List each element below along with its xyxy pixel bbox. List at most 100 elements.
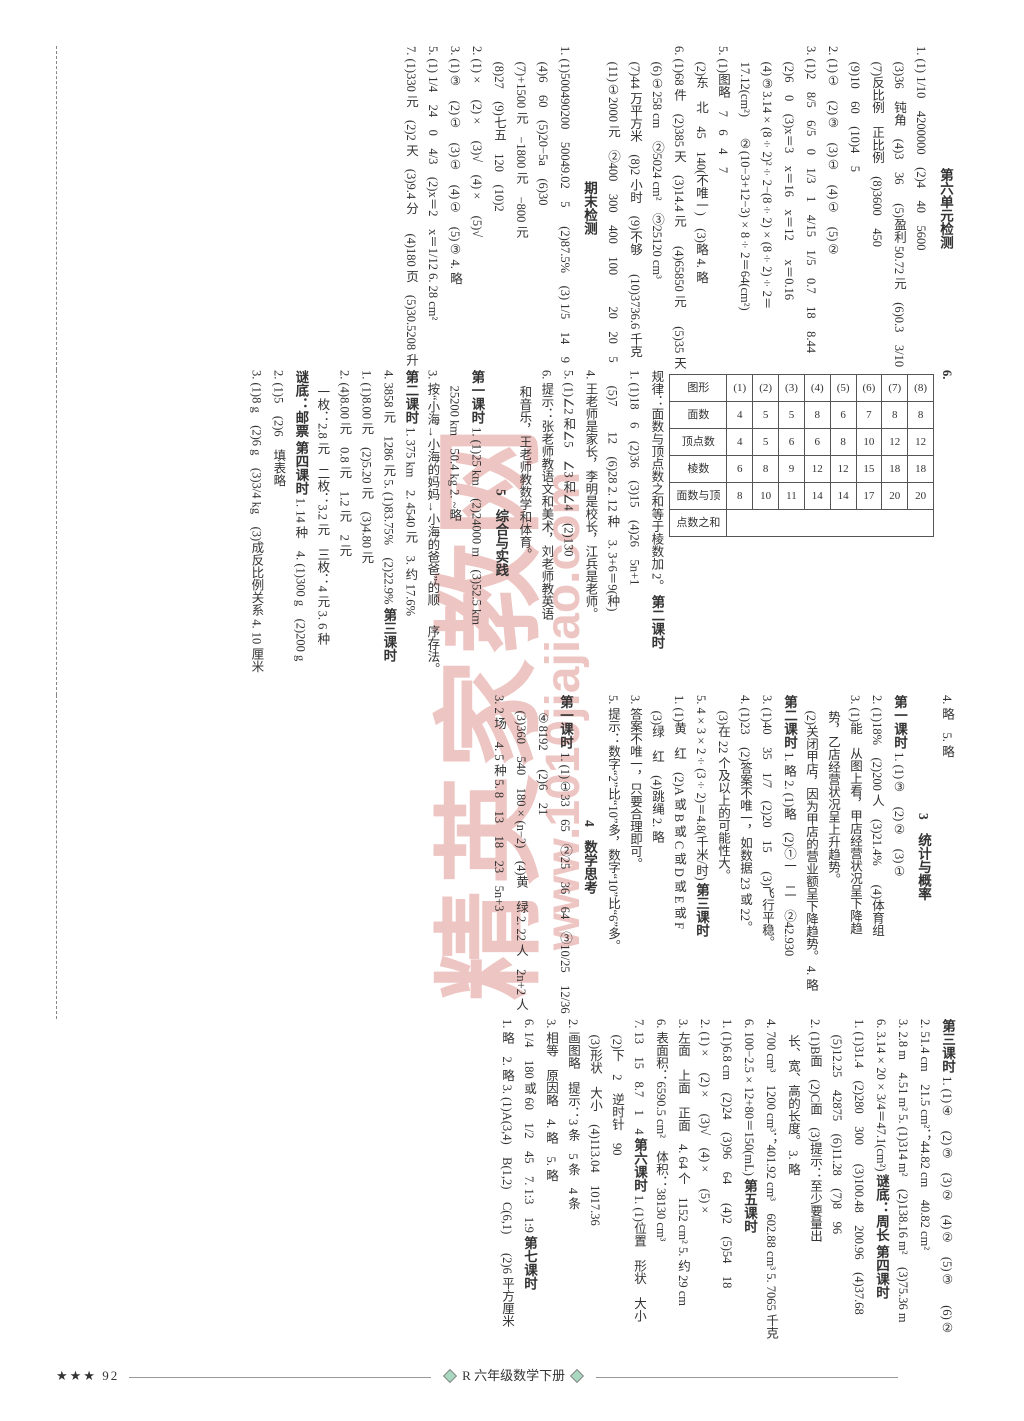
footer-rule-left xyxy=(129,1377,431,1378)
text-line: 1. (1) 1/10 4200000 (2)4 40 5600 xyxy=(914,46,928,251)
text-line: 6. 3.14×20×3/4＝47.1(cm²) xyxy=(874,1019,888,1172)
text-line: 2. (1)× (2)× (3)√ (4)× (5)× xyxy=(698,1019,712,1217)
page-content: 第六单元检测 1. (1) 1/10 4200000 (2)4 40 5600 … xyxy=(56,46,968,1343)
col3-heading-riddle: 谜底：邮票 xyxy=(293,370,308,438)
text-line: 17.12(cm²) xyxy=(738,46,752,117)
text-line: 3. (1)③ (2)① (3)① (4)① (5)③ xyxy=(448,46,462,256)
text-line: (8)27 (9)七五 120 (10)2 xyxy=(492,46,506,212)
table-cell: 18 xyxy=(908,456,934,483)
col2-heading-l1: 第一课时 xyxy=(892,695,907,749)
text-line: 2. 12 种 3. 3+6＝9(种) xyxy=(605,487,619,612)
table-cell: 12 xyxy=(908,429,934,456)
text-line: 3. 左面 上面 正面 4. 64 个 1152 cm² xyxy=(676,1019,690,1244)
text-line: 1. (1)位置 形状 大小 xyxy=(632,1195,646,1322)
table-cell: 6 xyxy=(830,402,856,429)
table-cell: 14 xyxy=(830,483,856,510)
table-cell: 8 xyxy=(830,429,856,456)
text-line: 7. (1)330 元 (2)2 天 (3)9.4 分 xyxy=(404,46,418,215)
column-4: 第六单元检测 1. (1) 1/10 4200000 (2)4 40 5600 … xyxy=(56,46,968,370)
text-line: 3. (1)2 8/5 6/5 0 1/3 1 4/15 1/5 0.7 18 … xyxy=(804,46,818,353)
text-line: 1. (1)18 6 (2)36 (3)15 (4)26 5n+1 xyxy=(627,370,641,585)
text-line: 2. (1)B面 (2)C面 (3)提示：至少要量出 xyxy=(808,1019,822,1242)
text-line: 25200 km 50.4 kg xyxy=(447,370,461,486)
text-line: x＝0.16 xyxy=(782,244,796,300)
table-header: (2) xyxy=(753,375,779,402)
table-cell: 12 xyxy=(830,456,856,483)
text-line: 1. 375 km 2. 4540 元 3. 约 17.6% xyxy=(403,427,417,616)
text-line: 2. 51.4 cm 21.5 cm²；44.82 cm 40.82 cm² xyxy=(918,1019,932,1250)
text-line: 1. (1)①33 65 ②25 36 64 ③10/25 12/36 xyxy=(558,752,572,1014)
text-line: 2. (1)18% (2)200 人 (3)21.4% xyxy=(870,695,884,866)
text-line: 3. 2 场 4. 5 种 xyxy=(492,695,506,776)
table-cell: 11 xyxy=(779,483,805,510)
table-cell: 12 xyxy=(804,456,830,483)
page-footer: ★★★ 92 R 六年级数学下册 xyxy=(56,1366,968,1387)
table-cell: 5 xyxy=(753,429,779,456)
text-line: (5)盈利 50.72 元 (6)0.3 3/10 xyxy=(892,188,906,368)
text-line: 5. 约 29 cm xyxy=(676,1247,690,1306)
text-line: 3. 6 种 xyxy=(315,611,329,645)
table-cell: 14 xyxy=(804,483,830,510)
text-line: (4)体育组 xyxy=(870,868,884,936)
col2-heading-sect4: 4 数学思考 xyxy=(578,695,600,1019)
text-line: 6. 100−2.5×12+80＝150(mL) xyxy=(742,1019,756,1176)
text-line: ④8192 xyxy=(536,695,550,751)
text-line: 5. (1)图略 7 6 4 7 xyxy=(716,46,730,173)
text-line: 7. 13 15 8.7 1 4 xyxy=(632,1019,646,1135)
table-cell: 17 xyxy=(856,483,882,510)
text-line: (3)形状 大小 (4)113.04 1017.36 xyxy=(588,1019,602,1226)
table-cell: 顶点数 xyxy=(670,429,727,456)
table-header: (5) xyxy=(830,375,856,402)
table-cell: 7 xyxy=(856,402,882,429)
col4-heading-final: 期末检测 xyxy=(578,46,600,370)
text-line: 1. (1)③ (2)② (3)① xyxy=(892,752,906,878)
col1-heading-l4: 第四课时 xyxy=(874,1245,889,1299)
text-line: 4. 略 5. 略 xyxy=(940,695,954,758)
text-line: 1. (1)6.8 cm (2)24 (3)96 64 xyxy=(720,1019,734,1184)
text-line: 3. (1)A(3,4) B(1,2) C(6,1) xyxy=(500,1084,514,1234)
col3-heading-l4: 第四课时 xyxy=(293,441,308,495)
col2-heading-l3: 第三课时 xyxy=(694,883,709,937)
text-line: 1. 略 xyxy=(782,752,796,777)
text-line: 5. (1)83.75% (2)22.9% xyxy=(381,480,395,605)
text-line: 4. 略 xyxy=(448,260,462,285)
text-line: (10)3736.6 千克 xyxy=(628,258,642,357)
text-line: (3)36 钝角 (4)3 36 xyxy=(892,46,906,185)
text-line: (5)35 天 xyxy=(672,311,686,369)
text-line: 5. 4×3×2÷(3÷2)＝4.8(千米/时) xyxy=(694,695,708,881)
text-line: 2. 22 人 2n+2 人 xyxy=(514,916,528,1011)
text-line: 6. 1/4 180 或 60 1/2 45 7. 1:3 1:9 xyxy=(522,1019,536,1233)
table-cell: 20 xyxy=(908,483,934,510)
text-line: (9)10 60 (10)4 5 xyxy=(848,46,862,172)
text-line: 规律：面数与顶点数之和等于棱数加 2。 xyxy=(649,370,663,592)
text-line: 4. 王老师是家长，李明是校长，江兵是老师。 xyxy=(583,370,597,620)
text-line: 5. (1)∠2 和∠5 ∠3 和∠4 (2)130 xyxy=(561,370,575,556)
columns: 第六单元检测 1. (1) 1/10 4200000 (2)4 40 5600 … xyxy=(56,46,968,1343)
diamond-icon xyxy=(443,1369,457,1383)
table-header: (6) xyxy=(856,375,882,402)
text-line: 3. 2.8 m 4.51 m² xyxy=(896,1019,910,1111)
table-cell: 5 xyxy=(779,402,805,429)
text-line: (3)飞行平稳。 xyxy=(760,855,774,948)
col3-heading-l1: 第一课时 xyxy=(469,370,484,424)
text-line: 2. (1)× (2)× (3)√ (4)× (5)√ xyxy=(470,46,484,237)
table-cell: 面数与顶 xyxy=(670,483,727,510)
text-line: (4)180 页 (5)30.5208 升 xyxy=(404,218,418,366)
text-line: (2)下 2 逆时针 90 xyxy=(610,1019,624,1155)
text-line: 2. (1)① (2)③ (3)① (4)① (5)② xyxy=(826,46,840,256)
text-line: 5. 7065 千克 xyxy=(764,1273,778,1339)
col3-heading-l2: 第二课时 xyxy=(403,370,418,424)
diamond-icon xyxy=(570,1369,584,1383)
text-line: (7)+1500 元 −1800 元 −800 元 xyxy=(514,46,528,238)
table-cell: 面数 xyxy=(670,402,727,429)
text-line: 1. (1)④ (2)③ (3)② (4)② (5)③ xyxy=(940,1076,954,1286)
table-cell: 18 xyxy=(882,456,908,483)
table-cell: 9 xyxy=(779,456,805,483)
col3-heading-lesson2: 第二课时 xyxy=(649,595,664,649)
text-line: (3)在 22 个及以上的可能性大。 xyxy=(716,695,730,881)
table-cell: 8 xyxy=(882,402,908,429)
text-line: 2. ~略 xyxy=(447,489,461,521)
text-line: 2. (1)5 (2)6 填表略 xyxy=(271,370,285,487)
text-line: 5. (1) 1/4 24 0 4/3 (2)x＝2 x＝1/12 xyxy=(426,46,440,270)
column-2: 4. 略 5. 略 3 统计与概率 第一课时 1. (1)③ (2)② (3)①… xyxy=(56,695,968,1019)
